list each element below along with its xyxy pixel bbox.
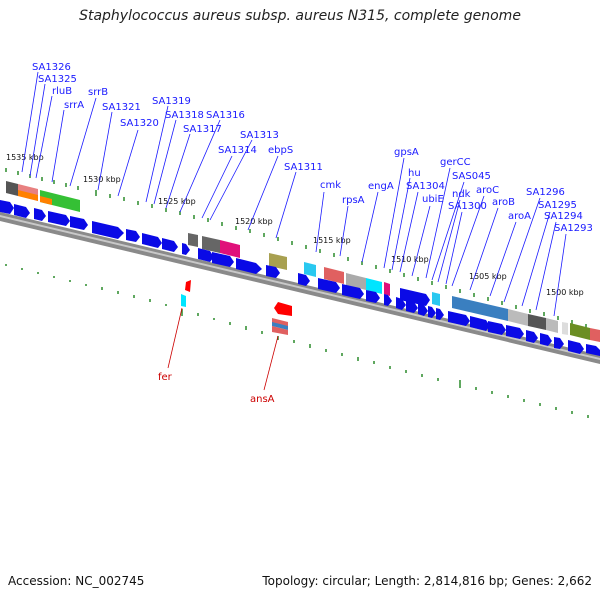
- gene-label: hu: [408, 168, 421, 179]
- label-leaders: [21, 71, 567, 317]
- accession-text: Accession: NC_002745: [8, 574, 145, 588]
- gene-label: SA1316: [206, 110, 245, 121]
- map-title: Staphylococcus aureus subsp. aureus N315…: [79, 8, 521, 24]
- gene-label: gerCC: [440, 157, 471, 168]
- gene-label: SAS045: [452, 171, 491, 182]
- gene-labels: SA1326 SA1325 rluB srrA srrB SA1321 SA13…: [32, 62, 593, 234]
- forward-gene-track: [0, 200, 600, 356]
- gene-label: SA1294: [544, 211, 583, 222]
- gene-label: SA1314: [218, 145, 257, 156]
- gene-label: srrB: [88, 87, 108, 98]
- kbp-label: 1525 kbp: [158, 197, 196, 206]
- gene-label: SA1300: [448, 201, 487, 212]
- reverse-gene-track: [181, 280, 292, 335]
- gene-label: rluB: [52, 86, 72, 97]
- upper-feature-track: [6, 181, 600, 342]
- kbp-label: 1530 kbp: [83, 175, 121, 184]
- gene-label: cmk: [320, 180, 341, 191]
- gene-label: SA1321: [102, 102, 141, 113]
- gene-label: SA1319: [152, 96, 191, 107]
- gene-label: SA1326: [32, 62, 71, 73]
- lower-ruler: [5, 264, 589, 418]
- kbp-label: 1500 kbp: [546, 288, 584, 297]
- gene-label: engA: [368, 181, 394, 192]
- topology-text: Topology: circular; Length: 2,814,816 bp…: [262, 574, 592, 588]
- reverse-labels: fer ansA: [158, 307, 279, 405]
- upper-ruler: [5, 168, 587, 328]
- gene-label: SA1320: [120, 118, 159, 129]
- gene-label: aroC: [476, 185, 499, 196]
- kbp-label: 1505 kbp: [469, 272, 507, 281]
- gene-label: SA1296: [526, 187, 565, 198]
- kbp-label: 1515 kbp: [313, 236, 351, 245]
- gene-label: ebpS: [268, 145, 293, 156]
- backbone: [0, 212, 600, 364]
- gene-label: ndk: [452, 189, 471, 200]
- gene-label: SA1325: [38, 74, 77, 85]
- gene-label: gpsA: [394, 147, 419, 158]
- gene-label: rpsA: [342, 195, 365, 206]
- gene-label: aroA: [508, 211, 531, 222]
- gene-label: SA1317: [183, 124, 222, 135]
- gene-label: ubiE: [422, 194, 444, 205]
- gene-label: SA1313: [240, 130, 279, 141]
- reverse-gene-label: fer: [158, 372, 173, 383]
- kbp-label: 1510 kbp: [391, 255, 429, 264]
- gene-label: SA1318: [165, 110, 204, 121]
- gene-label: srrA: [64, 100, 84, 111]
- kbp-label: 1520 kbp: [235, 217, 273, 226]
- gene-label: SA1293: [554, 223, 593, 234]
- gene-label: SA1311: [284, 162, 323, 173]
- gene-label: SA1295: [538, 200, 577, 211]
- gene-label: SA1304: [406, 181, 445, 192]
- reverse-gene-label: ansA: [250, 394, 275, 405]
- gene-label: aroB: [492, 197, 515, 208]
- kbp-label: 1535 kbp: [6, 153, 44, 162]
